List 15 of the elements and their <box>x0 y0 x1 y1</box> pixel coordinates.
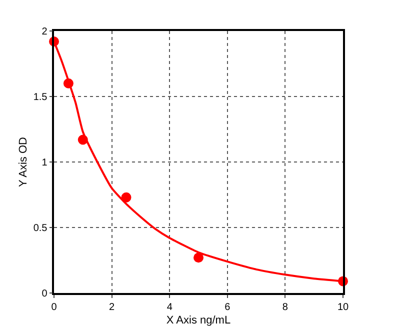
x-tick-label: 10 <box>337 302 349 313</box>
x-tick-label: 6 <box>224 302 231 313</box>
x-tick-label: 0 <box>51 302 58 313</box>
y-tick-label: 1 <box>42 158 48 168</box>
y-tick-label: 1.5 <box>33 92 48 103</box>
x-tick-label: 8 <box>282 302 288 313</box>
x-axis-title: X Axis ng/mL <box>166 314 231 326</box>
y-tick-label: 0.5 <box>33 223 48 234</box>
y-axis-title: Y Axis OD <box>17 136 30 187</box>
x-tick-label: 4 <box>166 302 173 313</box>
y-tick-label: 2 <box>42 26 48 38</box>
x-tick-label: 2 <box>109 302 116 313</box>
point <box>194 252 204 263</box>
y-tick-label: 0 <box>42 288 48 300</box>
point <box>121 192 132 202</box>
